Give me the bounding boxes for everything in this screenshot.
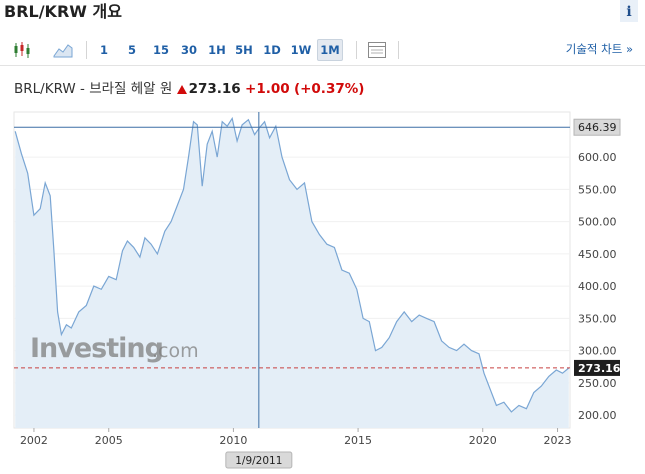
interval-1h[interactable]: 1H: [208, 43, 226, 57]
table-view-icon[interactable]: [366, 40, 388, 60]
crosshair-value-box: [573, 118, 621, 136]
price-change-percent: (+0.37%): [293, 81, 365, 97]
crosshair-date-label: 1/9/2011: [235, 455, 282, 467]
current-price-label: 273.16: [578, 362, 621, 375]
toolbar-divider: [398, 41, 399, 59]
arrow-up-icon: [176, 85, 187, 94]
interval-1[interactable]: 1: [99, 43, 108, 57]
x-tick-label: 2023: [544, 434, 572, 447]
interval-5h[interactable]: 5H: [235, 43, 253, 57]
y-tick-label: 250.00: [578, 377, 617, 390]
candlestick-icon[interactable]: [12, 40, 34, 60]
y-tick-label: 500.00: [578, 216, 617, 229]
interval-1d[interactable]: 1D: [263, 43, 281, 57]
interval-1m[interactable]: 1M: [317, 39, 343, 61]
crosshair-date-box: [225, 451, 293, 469]
watermark-suffix: .com: [152, 340, 199, 362]
x-tick-label: 2005: [95, 434, 123, 447]
chart-toolbar: 1 5 15 30 1H 5H 1D 1W 1M 기술적 차트 »: [0, 33, 645, 66]
watermark-brand: Investing: [30, 333, 163, 364]
technical-chart-link[interactable]: 기술적 차트 »: [565, 42, 633, 56]
last-price: 273.16: [188, 81, 241, 97]
page-title: BRL/KRW 개요: [4, 2, 122, 21]
price-change: +1.00: [245, 81, 290, 97]
series-area: [15, 118, 569, 429]
x-tick-label: 2015: [344, 434, 372, 447]
toolbar-divider: [86, 41, 87, 59]
quote-header: BRL/KRW - 브라질 헤알 원 273.16 +1.00 (+0.37%): [14, 77, 364, 97]
current-price-box: [574, 359, 620, 376]
y-tick-label: 450.00: [578, 248, 617, 261]
y-tick-label: 300.00: [578, 345, 617, 358]
area-chart-icon[interactable]: [52, 40, 74, 60]
interval-30[interactable]: 30: [180, 43, 197, 57]
x-tick-label: 2020: [469, 434, 497, 447]
price-chart[interactable]: Investing.com 200.00 250.00 300.00 350.00 400…: [0, 102, 645, 474]
interval-15[interactable]: 15: [152, 43, 169, 57]
x-tick-label: 2002: [20, 434, 48, 447]
toolbar-divider: [356, 41, 357, 59]
y-tick-label: 350.00: [578, 312, 617, 325]
y-tick-label: 200.00: [578, 409, 617, 422]
info-icon[interactable]: i: [620, 0, 638, 22]
interval-5[interactable]: 5: [127, 43, 136, 57]
interval-1w[interactable]: 1W: [290, 43, 312, 57]
y-tick-label: 400.00: [578, 280, 617, 293]
crosshair-value-label: 646.39: [578, 121, 617, 134]
x-tick-label: 2010: [219, 434, 247, 447]
instrument-name: BRL/KRW - 브라질 헤알 원: [14, 81, 173, 97]
y-tick-label: 550.00: [578, 183, 617, 196]
series-line: [14, 116, 570, 413]
y-tick-label: 600.00: [578, 151, 617, 164]
